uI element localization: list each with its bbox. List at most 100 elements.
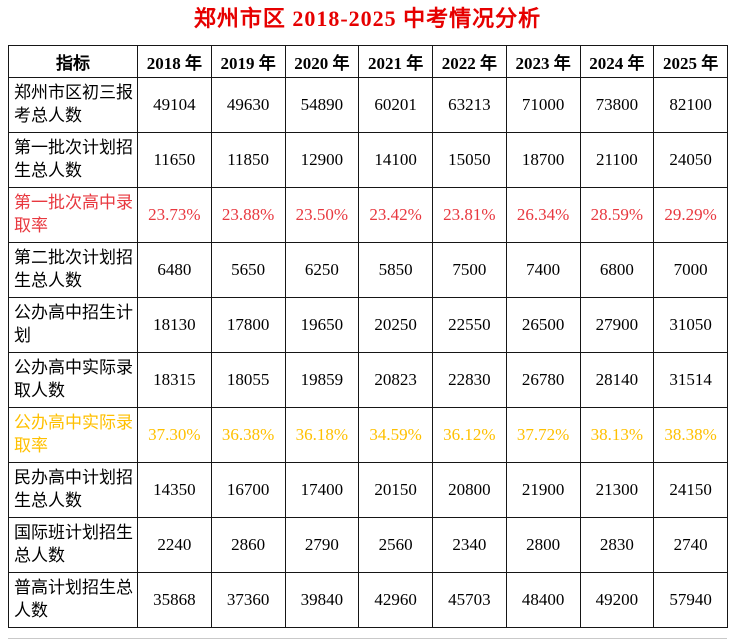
row-label: 第一批次计划招生总人数	[8, 132, 138, 188]
header-cell-2019: 2019 年	[210, 45, 286, 78]
value-cell: 22830	[432, 352, 507, 408]
table-body: 郑州市区初三报考总人数 49104 49630 54890 60201 63213 7100…	[8, 77, 728, 628]
header-cell-indicator: 指标	[8, 45, 138, 78]
table-row: 民办高中计划招生总人数 14350 16700 17400 20150 20800 2190…	[8, 462, 728, 518]
value-cell: 49630	[210, 77, 286, 133]
value-cell: 63213	[432, 77, 507, 133]
value-cell: 16700	[210, 462, 286, 518]
value-cell: 21300	[579, 462, 655, 518]
value-cell: 2830	[579, 517, 655, 573]
value-cell: 37360	[210, 572, 286, 628]
header-cell-2025: 2025 年	[653, 45, 728, 78]
table-header: 指标 2018 年 2019 年 2020 年 2021 年 2022 年 20…	[8, 45, 728, 78]
value-cell: 45703	[432, 572, 507, 628]
table-row: 普高计划招生总人数 35868 37360 39840 42960 45703 48400 4…	[8, 572, 728, 628]
value-cell: 26780	[505, 352, 581, 408]
value-cell: 38.38%	[653, 407, 728, 463]
value-cell: 2800	[505, 517, 581, 573]
row-label: 公办高中招生计划	[8, 297, 138, 353]
value-cell: 28140	[579, 352, 655, 408]
value-cell: 17400	[284, 462, 360, 518]
value-cell: 11650	[137, 132, 212, 188]
row-label: 公办高中实际录取人数	[8, 352, 138, 408]
value-cell: 18700	[505, 132, 581, 188]
table-row: 公办高中实际录取人数 18315 18055 19859 20823 22830 26780…	[8, 352, 728, 408]
value-cell: 18055	[210, 352, 286, 408]
value-cell: 29.29%	[653, 187, 728, 243]
value-cell: 24050	[653, 132, 728, 188]
value-cell: 17800	[210, 297, 286, 353]
row-label: 第二批次计划招生总人数	[8, 242, 138, 298]
value-cell: 7500	[432, 242, 507, 298]
value-cell: 18315	[137, 352, 212, 408]
header-cell-2022: 2022 年	[432, 45, 507, 78]
table-row: 第二批次计划招生总人数 6480 5650 6250 5850 7500 7400 6800 7…	[8, 242, 728, 298]
value-cell: 71000	[505, 77, 581, 133]
cutoff-next-row-line	[8, 638, 727, 639]
value-cell: 11850	[210, 132, 286, 188]
value-cell: 54890	[284, 77, 360, 133]
value-cell: 2740	[653, 517, 728, 573]
row-label: 郑州市区初三报考总人数	[8, 77, 138, 133]
value-cell: 5850	[358, 242, 433, 298]
value-cell: 22550	[432, 297, 507, 353]
value-cell: 5650	[210, 242, 286, 298]
value-cell: 35868	[137, 572, 212, 628]
value-cell: 49200	[579, 572, 655, 628]
value-cell: 36.12%	[432, 407, 507, 463]
row-label: 公办高中实际录取率	[8, 407, 138, 463]
row-label: 国际班计划招生总人数	[8, 517, 138, 573]
exam-analysis-table: 指标 2018 年 2019 年 2020 年 2021 年 2022 年 20…	[8, 45, 728, 628]
value-cell: 7400	[505, 242, 581, 298]
value-cell: 57940	[653, 572, 728, 628]
value-cell: 15050	[432, 132, 507, 188]
value-cell: 20250	[358, 297, 433, 353]
row-label: 第一批次高中录取率	[8, 187, 138, 243]
header-cell-2021: 2021 年	[358, 45, 433, 78]
value-cell: 2860	[210, 517, 286, 573]
value-cell: 23.42%	[358, 187, 433, 243]
value-cell: 37.30%	[137, 407, 212, 463]
value-cell: 14100	[358, 132, 433, 188]
value-cell: 7000	[653, 242, 728, 298]
value-cell: 20823	[358, 352, 433, 408]
value-cell: 82100	[653, 77, 728, 133]
table-row: 第一批次计划招生总人数 11650 11850 12900 14100 15050 1870…	[8, 132, 728, 188]
value-cell: 26500	[505, 297, 581, 353]
table-row: 国际班计划招生总人数 2240 2860 2790 2560 2340 2800 2830 27…	[8, 517, 728, 573]
header-cell-2018: 2018 年	[137, 45, 212, 78]
value-cell: 28.59%	[579, 187, 655, 243]
header-cell-2020: 2020 年	[284, 45, 360, 78]
header-cell-2023: 2023 年	[505, 45, 581, 78]
value-cell: 2790	[284, 517, 360, 573]
value-cell: 24150	[653, 462, 728, 518]
value-cell: 21900	[505, 462, 581, 518]
value-cell: 6480	[137, 242, 212, 298]
value-cell: 19859	[284, 352, 360, 408]
page-title: 郑州市区 2018-2025 中考情况分析	[193, 6, 542, 31]
value-cell: 23.73%	[137, 187, 212, 243]
value-cell: 31050	[653, 297, 728, 353]
value-cell: 39840	[284, 572, 360, 628]
value-cell: 73800	[579, 77, 655, 133]
value-cell: 2240	[137, 517, 212, 573]
value-cell: 60201	[358, 77, 433, 133]
value-cell: 49104	[137, 77, 212, 133]
value-cell: 31514	[653, 352, 728, 408]
value-cell: 2560	[358, 517, 433, 573]
header-cell-2024: 2024 年	[579, 45, 655, 78]
value-cell: 36.38%	[210, 407, 286, 463]
value-cell: 6800	[579, 242, 655, 298]
value-cell: 26.34%	[505, 187, 581, 243]
value-cell: 2340	[432, 517, 507, 573]
value-cell: 42960	[358, 572, 433, 628]
row-label: 民办高中计划招生总人数	[8, 462, 138, 518]
table-row: 公办高中招生计划 18130 17800 19650 20250 22550 26500 27…	[8, 297, 728, 353]
value-cell: 27900	[579, 297, 655, 353]
value-cell: 20800	[432, 462, 507, 518]
table-row: 郑州市区初三报考总人数 49104 49630 54890 60201 63213 7100…	[8, 77, 728, 133]
value-cell: 48400	[505, 572, 581, 628]
row-label: 普高计划招生总人数	[8, 572, 138, 628]
value-cell: 23.81%	[432, 187, 507, 243]
table-row: 公办高中实际录取率 37.30% 36.38% 36.18% 34.59% 36.12% 3…	[8, 407, 728, 463]
